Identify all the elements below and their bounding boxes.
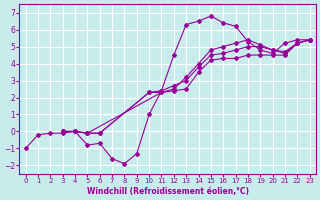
X-axis label: Windchill (Refroidissement éolien,°C): Windchill (Refroidissement éolien,°C) xyxy=(87,187,249,196)
